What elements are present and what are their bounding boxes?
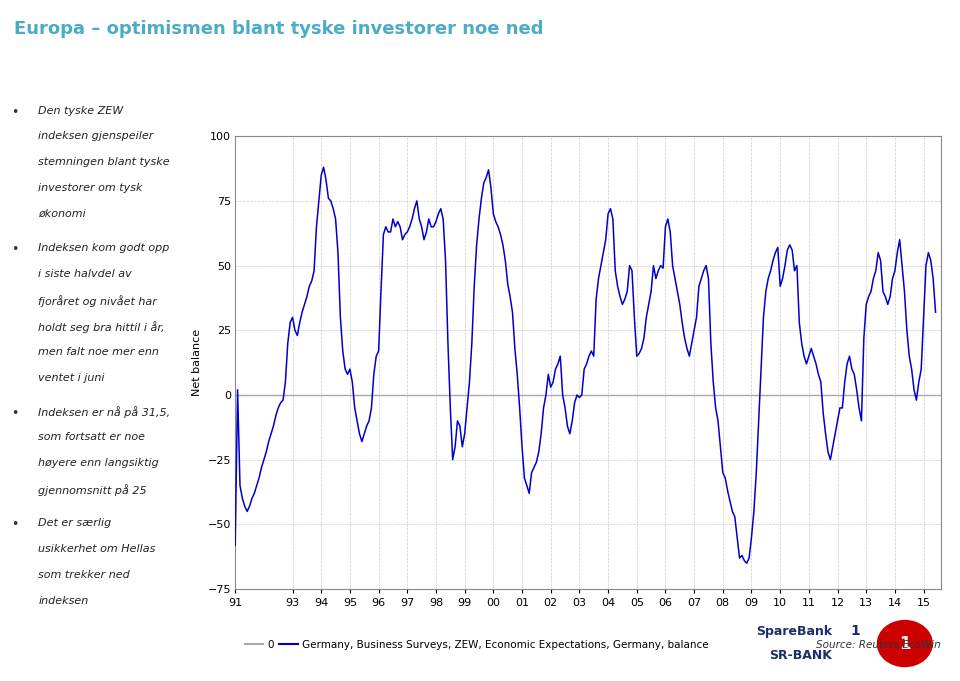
Circle shape: [877, 620, 932, 667]
Text: gjennomsnitt på 25: gjennomsnitt på 25: [38, 484, 147, 496]
Text: indeksen gjenspeiler: indeksen gjenspeiler: [38, 131, 154, 142]
Text: som trekker ned: som trekker ned: [38, 570, 131, 580]
Text: Europa – optimismen blant tyske investorer noe ned: Europa – optimismen blant tyske investor…: [14, 20, 544, 38]
Text: høyere enn langsiktig: høyere enn langsiktig: [38, 458, 159, 469]
Text: Det er særlig: Det er særlig: [38, 518, 111, 528]
Text: Indeksen kom godt opp: Indeksen kom godt opp: [38, 243, 170, 253]
Text: som fortsatt er noe: som fortsatt er noe: [38, 432, 145, 443]
Text: Source: Reuters EcoWin: Source: Reuters EcoWin: [816, 640, 941, 650]
Text: •: •: [12, 407, 19, 419]
Text: stemningen blant tyske: stemningen blant tyske: [38, 157, 170, 168]
Text: men falt noe mer enn: men falt noe mer enn: [38, 347, 159, 357]
Y-axis label: Net balance: Net balance: [192, 329, 202, 396]
Text: indeksen: indeksen: [38, 596, 88, 606]
Text: SpareBank: SpareBank: [756, 624, 831, 638]
Text: •: •: [12, 243, 19, 256]
Text: •: •: [12, 106, 19, 118]
Text: Den tyske ZEW: Den tyske ZEW: [38, 106, 124, 116]
Text: SR-BANK: SR-BANK: [769, 649, 831, 663]
Text: investorer om tysk: investorer om tysk: [38, 183, 143, 193]
Text: •: •: [12, 518, 19, 531]
Text: Indeksen er nå på 31,5,: Indeksen er nå på 31,5,: [38, 407, 171, 418]
Text: i siste halvdel av: i siste halvdel av: [38, 269, 132, 279]
Text: holdt seg bra hittil i år,: holdt seg bra hittil i år,: [38, 321, 165, 332]
Text: 1: 1: [851, 624, 860, 638]
Text: ventet i juni: ventet i juni: [38, 373, 105, 383]
Legend: 0, Germany, Business Surveys, ZEW, Economic Expectations, Germany, balance: 0, Germany, Business Surveys, ZEW, Econo…: [240, 636, 713, 654]
Text: fjoråret og nivået har: fjoråret og nivået har: [38, 295, 157, 306]
Text: usikkerhet om Hellas: usikkerhet om Hellas: [38, 544, 156, 554]
Text: 1: 1: [900, 635, 910, 652]
Text: økonomi: økonomi: [38, 209, 86, 219]
